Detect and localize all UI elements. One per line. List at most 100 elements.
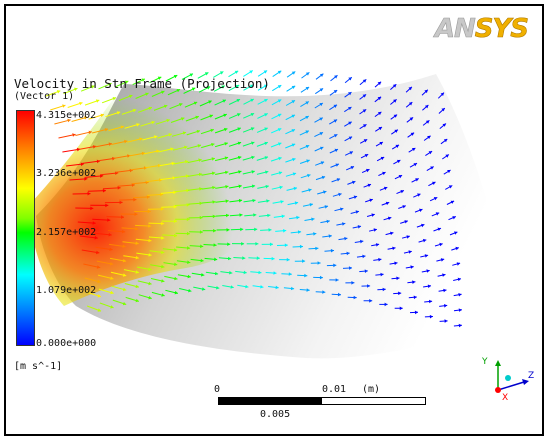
- velocity-vector-head: [84, 116, 88, 120]
- velocity-vector-head: [74, 87, 78, 91]
- velocity-vector-head: [250, 113, 255, 117]
- velocity-vector-head: [404, 220, 408, 224]
- velocity-vector-head: [224, 142, 228, 146]
- velocity-vector-head: [56, 90, 61, 94]
- velocity-vector-head: [236, 99, 240, 103]
- z-axis-label: Z: [528, 371, 534, 381]
- velocity-vector-head: [458, 308, 462, 312]
- velocity-vector: [62, 148, 81, 153]
- scale-bar: [218, 397, 426, 405]
- velocity-vector-head: [313, 232, 317, 236]
- velocity-vector-head: [188, 288, 192, 293]
- velocity-vector-head: [319, 275, 323, 280]
- velocity-vector-head: [102, 188, 106, 193]
- velocity-vector-head: [360, 239, 364, 244]
- velocity-vector-head: [94, 235, 98, 240]
- velocity-vector-head: [79, 101, 83, 106]
- velocity-vector-head: [187, 274, 191, 279]
- velocity-vector-head: [458, 293, 462, 297]
- velocity-vector-head: [196, 129, 200, 134]
- velocity-vector-head: [279, 185, 283, 190]
- velocity-vector-head: [277, 113, 282, 117]
- velocity-vector-head: [112, 156, 116, 161]
- velocity-vector-head: [364, 269, 368, 273]
- velocity-vector-head: [277, 70, 282, 74]
- velocity-vector-head: [212, 200, 216, 204]
- velocity-vector-head: [414, 310, 418, 315]
- velocity-vector-head: [174, 233, 178, 238]
- velocity-vector-head: [411, 148, 416, 152]
- velocity-vector-head: [124, 80, 129, 84]
- velocity-vector-head: [211, 157, 215, 161]
- velocity-vector-head: [450, 200, 455, 204]
- velocity-vector-head: [265, 170, 269, 174]
- legend-unit: [m s^-1]: [14, 361, 63, 372]
- velocity-vector-head: [240, 227, 244, 232]
- velocity-vector-head: [148, 238, 152, 243]
- velocity-vector-head: [249, 70, 253, 74]
- velocity-vector-head: [387, 216, 392, 221]
- velocity-vector-head: [96, 250, 100, 255]
- velocity-vectors: [45, 70, 462, 328]
- velocity-vector-head: [348, 107, 352, 111]
- velocity-vector-head: [278, 156, 282, 161]
- y-axis-arrow: [495, 360, 501, 366]
- velocity-vector-head: [373, 228, 377, 232]
- velocity-vector-head: [199, 201, 203, 206]
- velocity-vector-head: [139, 137, 143, 141]
- velocity-vector-head: [80, 162, 84, 167]
- velocity-vector-head: [97, 294, 101, 298]
- velocity-vector-head: [412, 280, 416, 284]
- velocity-vector-head: [452, 216, 456, 220]
- legend-subtitle: (Vector 1): [14, 91, 75, 102]
- axis-triad[interactable]: Y Z X: [466, 354, 536, 404]
- velocity-vector-head: [104, 128, 109, 132]
- velocity-vector-head: [320, 161, 325, 165]
- velocity-vector-head: [226, 228, 230, 232]
- velocity-vector-head: [90, 206, 94, 211]
- velocity-vector-head: [378, 127, 382, 131]
- velocity-vector-head: [280, 200, 284, 204]
- velocity-vector-head: [148, 253, 152, 257]
- velocity-vector-head: [293, 186, 297, 191]
- velocity-vector-head: [268, 228, 272, 232]
- velocity-vector-head: [253, 213, 257, 217]
- velocity-vector-head: [219, 71, 224, 75]
- velocity-vector-head: [330, 248, 334, 253]
- velocity-vector-head: [432, 181, 436, 185]
- velocity-vector-head: [392, 246, 396, 251]
- velocity-vector-head: [129, 168, 133, 173]
- velocity-vector-head: [110, 290, 114, 295]
- velocity-vector-head: [121, 215, 124, 219]
- velocity-vector-head: [400, 190, 404, 194]
- velocity-vector-head: [292, 172, 297, 176]
- velocity-vector-head: [353, 195, 358, 199]
- velocity-vector-head: [186, 217, 190, 222]
- velocity-vector-head: [305, 72, 310, 76]
- velocity-vector-head: [109, 262, 114, 266]
- velocity-vector-head: [214, 257, 218, 262]
- velocity-vector-head: [221, 85, 225, 89]
- 3d-viewport[interactable]: ANSYS Velocity in Stn Frame (Projection)…: [4, 4, 544, 436]
- velocity-vector-head: [225, 199, 229, 203]
- velocity-vector-head: [200, 258, 204, 263]
- scale-bar-light-segment: [322, 398, 425, 404]
- velocity-vector-head: [277, 128, 282, 132]
- velocity-vector-head: [428, 151, 433, 155]
- velocity-vector-head: [157, 76, 162, 80]
- velocity-vector-head: [115, 171, 119, 175]
- velocity-vector-head: [170, 147, 174, 151]
- velocity-vector-head: [355, 210, 359, 214]
- velocity-vector-head: [357, 225, 361, 229]
- velocity-vector-head: [394, 261, 398, 266]
- velocity-vector-head: [367, 284, 371, 288]
- velocity-vector-head: [385, 201, 390, 206]
- velocity-vector-head: [198, 158, 202, 162]
- velocity-vector-head: [264, 113, 268, 117]
- velocity-vector-head: [206, 86, 211, 90]
- velocity-vector-head: [124, 139, 128, 144]
- velocity-vector-head: [193, 101, 198, 105]
- velocity-vector-head: [95, 99, 100, 103]
- velocity-vector-head: [319, 132, 323, 136]
- velocity-vector-head: [324, 205, 328, 209]
